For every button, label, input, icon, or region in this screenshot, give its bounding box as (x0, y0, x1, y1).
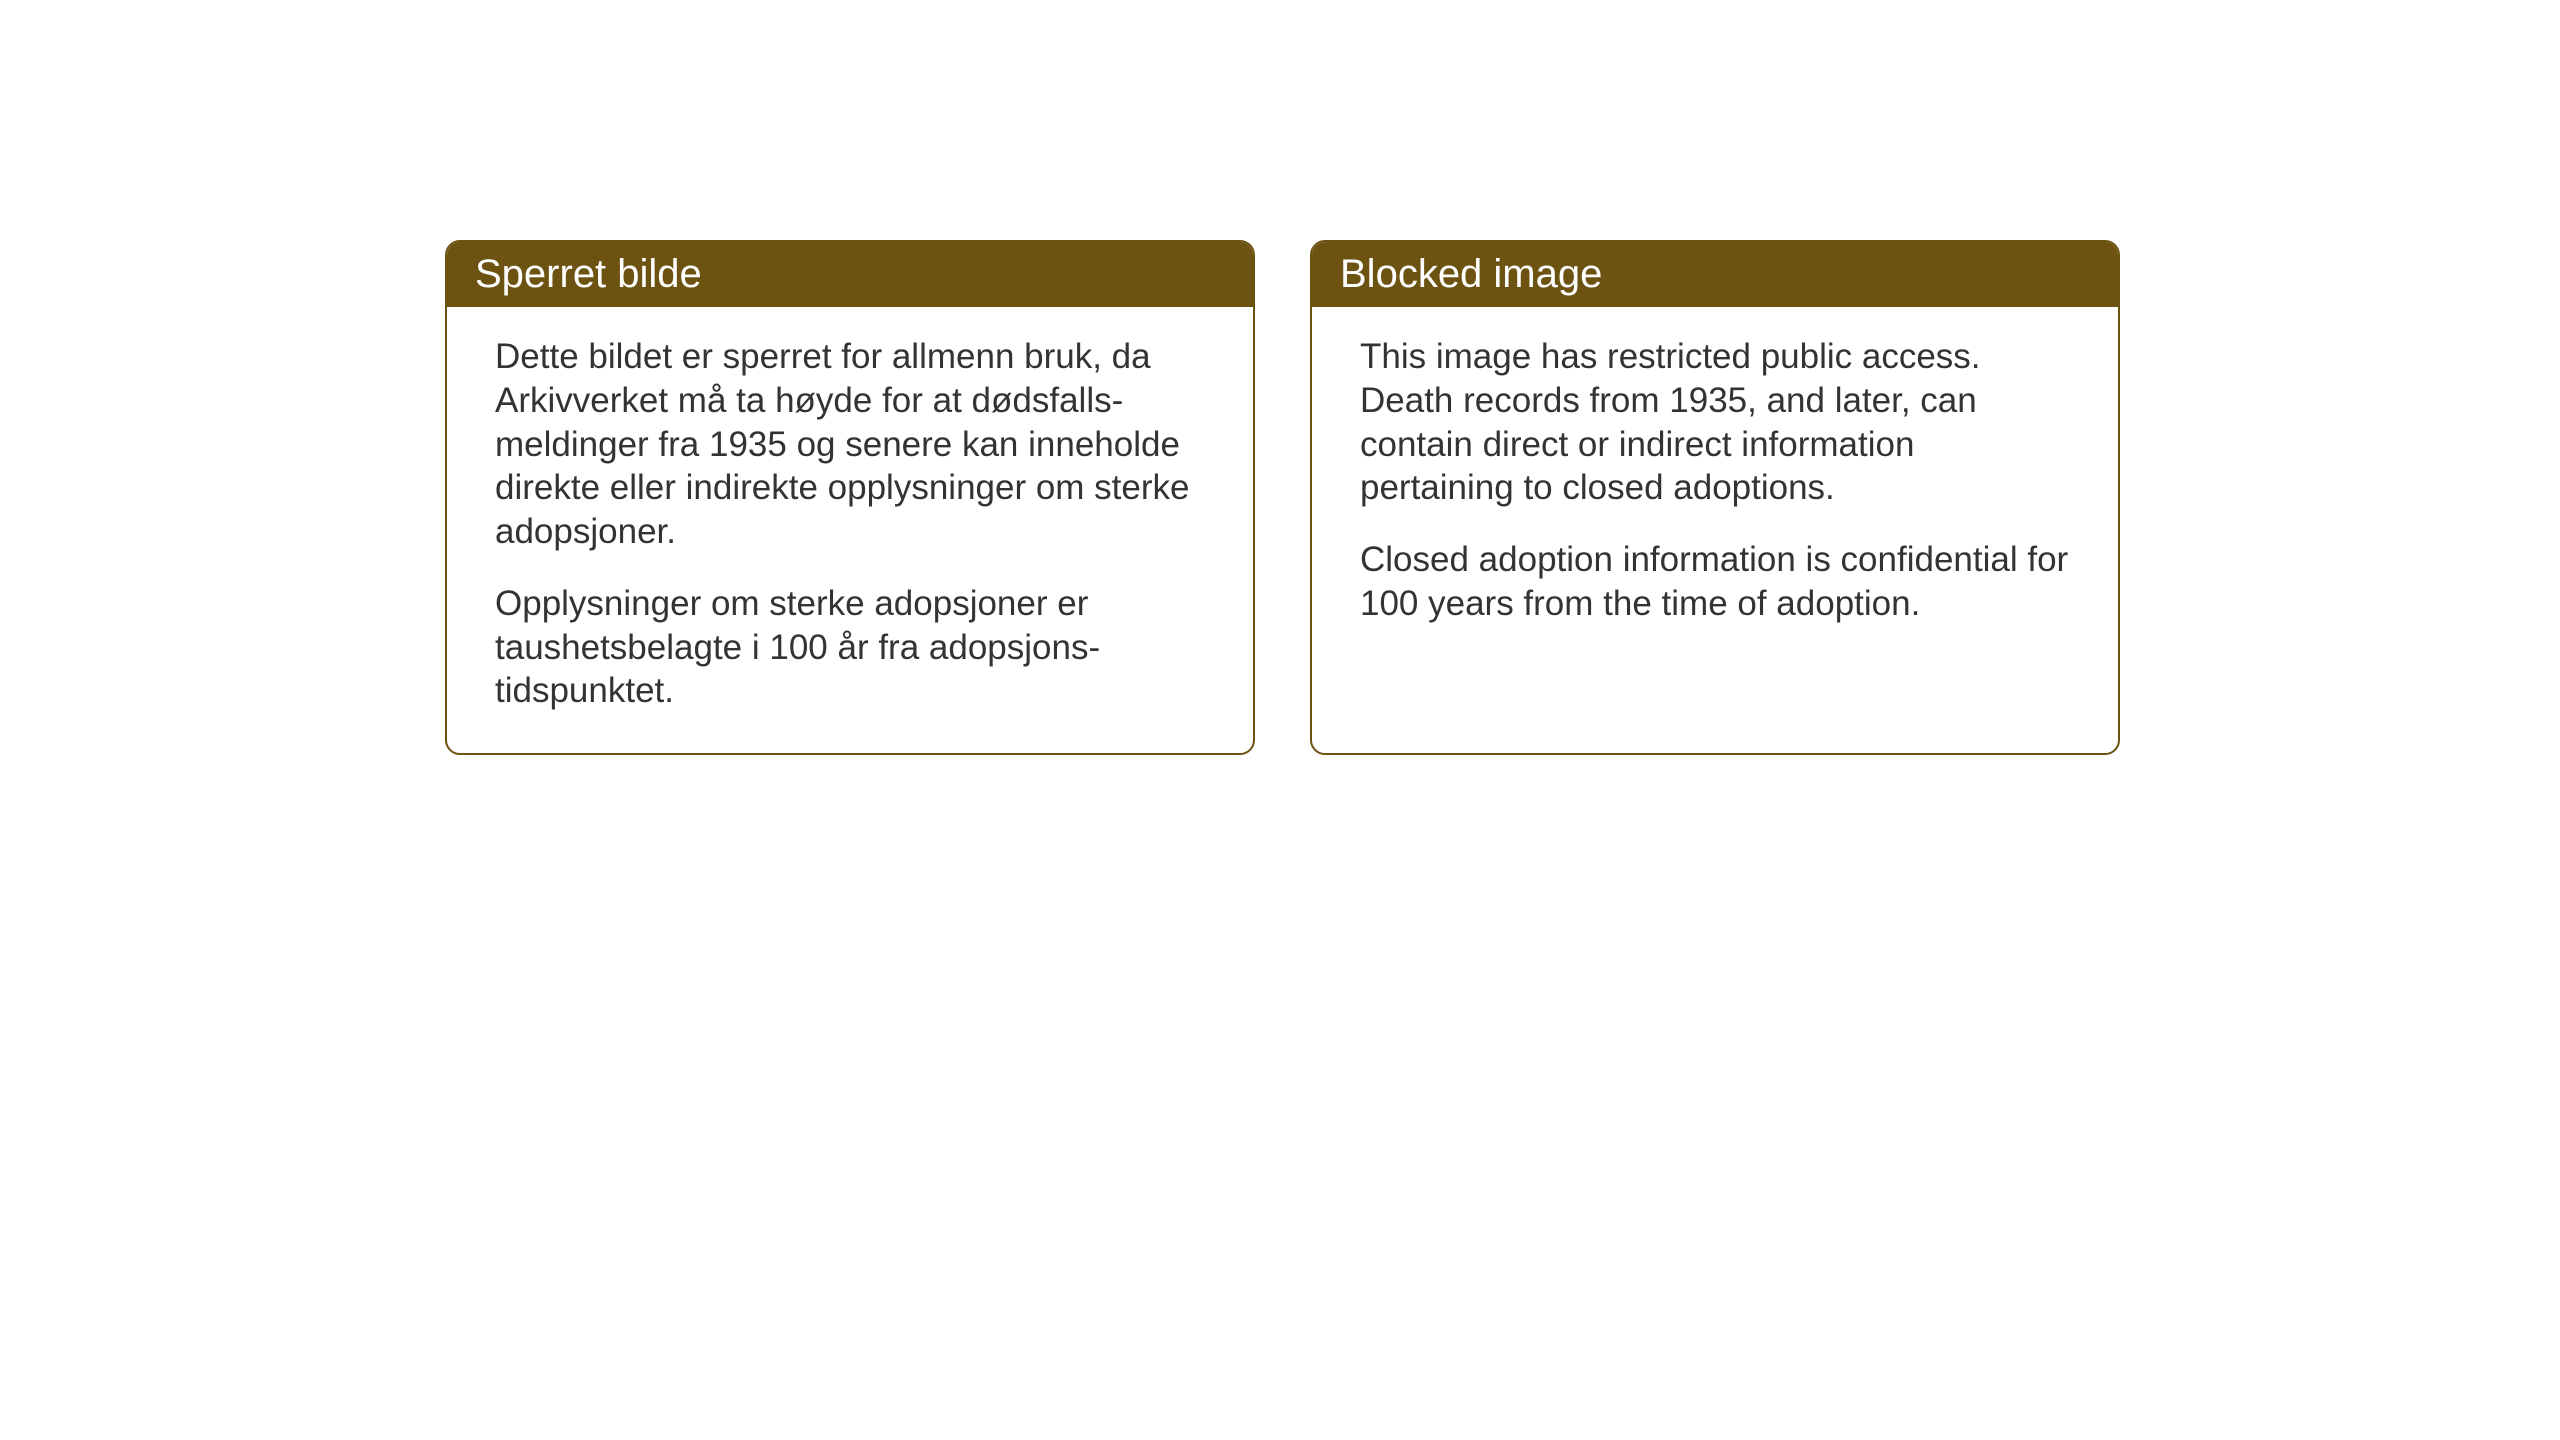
notice-container: Sperret bilde Dette bildet er sperret fo… (445, 240, 2120, 755)
english-card-title: Blocked image (1340, 252, 1602, 296)
norwegian-card-title: Sperret bilde (475, 252, 702, 296)
english-paragraph-2: Closed adoption information is confident… (1360, 538, 2070, 626)
english-card-header: Blocked image (1312, 242, 2118, 307)
norwegian-card-body: Dette bildet er sperret for allmenn bruk… (447, 307, 1253, 753)
english-notice-card: Blocked image This image has restricted … (1310, 240, 2120, 755)
norwegian-notice-card: Sperret bilde Dette bildet er sperret fo… (445, 240, 1255, 755)
english-paragraph-1: This image has restricted public access.… (1360, 335, 2070, 510)
norwegian-card-header: Sperret bilde (447, 242, 1253, 307)
english-card-body: This image has restricted public access.… (1312, 307, 2118, 747)
norwegian-paragraph-2: Opplysninger om sterke adopsjoner er tau… (495, 582, 1205, 713)
norwegian-paragraph-1: Dette bildet er sperret for allmenn bruk… (495, 335, 1205, 554)
